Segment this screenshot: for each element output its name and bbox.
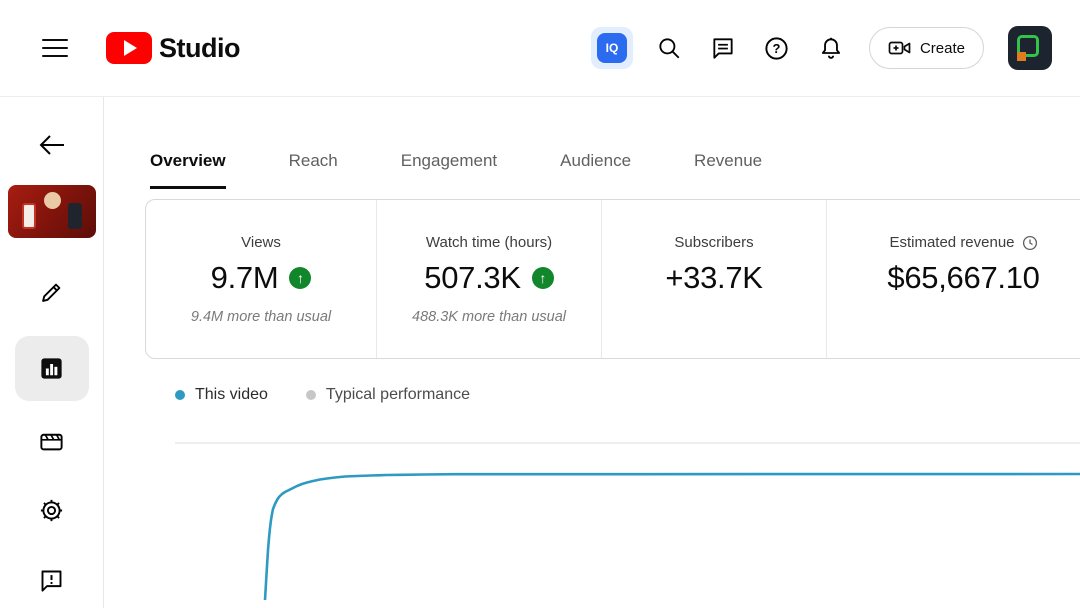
trend-up-icon: ↑	[289, 267, 312, 289]
feedback-exclamation-icon	[41, 570, 62, 592]
chart-legend: This video Typical performance	[175, 386, 1080, 404]
card-label: Views	[241, 234, 281, 251]
tab-reach[interactable]: Reach	[288, 151, 338, 170]
card-estimated-revenue[interactable]: Estimated revenue $65,667.10	[826, 200, 1080, 358]
card-value: +33.7K	[665, 260, 763, 295]
sidebar	[0, 97, 104, 608]
youtube-logo-icon	[106, 32, 152, 64]
sidebar-item-analytics[interactable]	[14, 335, 89, 402]
legend-typical-performance: Typical performance	[305, 386, 470, 404]
help-icon: ?	[765, 36, 789, 60]
card-watch-time[interactable]: Watch time (hours) 507.3K ↑ 488.3K more …	[376, 200, 601, 358]
search-button[interactable]	[647, 26, 691, 70]
tab-overview[interactable]: Overview	[150, 137, 226, 189]
video-thumbnail[interactable]	[7, 184, 96, 239]
youtube-studio-logo[interactable]: Studio	[106, 32, 240, 64]
card-label: Subscribers	[674, 234, 754, 251]
card-label: Watch time (hours)	[425, 234, 553, 251]
chart-line-this-video	[263, 472, 1080, 600]
sidebar-item-details[interactable]	[20, 264, 84, 320]
card-value: $65,667.10	[887, 260, 1040, 295]
gear-icon	[40, 500, 63, 522]
account-avatar[interactable]	[1008, 26, 1052, 70]
tab-audience[interactable]: Audience	[560, 151, 632, 170]
brand-text: Studio	[159, 32, 240, 63]
channel-logo-icon	[1017, 35, 1039, 57]
card-label: Estimated revenue	[827, 234, 1080, 251]
card-subtext: 488.3K more than usual	[412, 309, 566, 325]
analytics-tabs: Overview Reach Engagement Audience Reven…	[150, 137, 1080, 189]
sidebar-item-settings[interactable]	[20, 483, 84, 539]
clapperboard-icon	[40, 433, 63, 450]
notifications-button[interactable]	[809, 26, 853, 70]
clock-icon	[1022, 235, 1037, 250]
help-button[interactable]: ?	[755, 26, 799, 70]
card-views[interactable]: Views 9.7M ↑ 9.4M more than usual	[146, 200, 376, 358]
svg-text:?: ?	[773, 41, 781, 56]
sidebar-item-send-feedback[interactable]	[20, 552, 84, 608]
feedback-button[interactable]	[701, 26, 745, 70]
create-icon	[888, 41, 911, 54]
performance-chart[interactable]	[175, 418, 1080, 600]
tab-engagement[interactable]: Engagement	[400, 151, 498, 170]
card-subtext: 9.4M more than usual	[190, 309, 332, 325]
metric-cards: Views 9.7M ↑ 9.4M more than usual Watch …	[145, 199, 1080, 359]
tab-revenue[interactable]: Revenue	[694, 151, 763, 170]
analytics-main: Overview Reach Engagement Audience Reven…	[104, 97, 1080, 608]
bell-icon	[821, 37, 841, 59]
analytics-icon	[41, 358, 62, 379]
back-arrow-icon	[39, 135, 64, 155]
legend-dot-this-video	[175, 390, 185, 400]
legend-dot-typical-performance	[305, 390, 316, 400]
pencil-icon	[42, 283, 61, 302]
card-subscribers[interactable]: Subscribers +33.7K	[601, 200, 826, 358]
create-button[interactable]: Create	[868, 27, 984, 69]
trend-up-icon: ↑	[531, 267, 554, 289]
card-value: 507.3K ↑	[377, 260, 601, 296]
topbar: Studio IQ ?	[0, 0, 1080, 97]
sidebar-item-editor[interactable]	[20, 413, 84, 469]
back-button[interactable]	[30, 125, 74, 165]
card-value: 9.7M ↑	[146, 260, 376, 296]
search-icon	[659, 38, 680, 59]
menu-button[interactable]	[40, 37, 70, 59]
iq-extension-icon[interactable]: IQ	[590, 27, 633, 69]
legend-this-video: This video	[175, 386, 268, 404]
feedback-icon	[713, 38, 733, 59]
